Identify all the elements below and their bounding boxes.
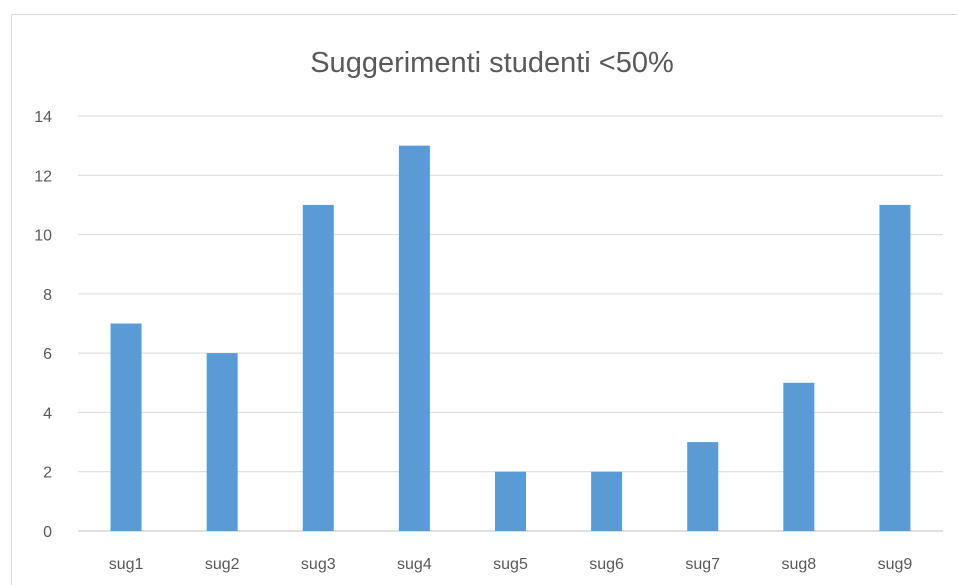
x-tick-label: sug9 <box>878 556 913 573</box>
y-tick-label: 6 <box>43 346 52 363</box>
bar-sug8 <box>783 382 815 531</box>
x-tick-label: sug3 <box>301 556 336 573</box>
x-tick-label: sug7 <box>685 556 720 573</box>
y-tick-label: 0 <box>43 524 52 541</box>
y-axis-ticks: 0 2 4 6 8 10 12 14 <box>34 109 52 541</box>
x-tick-label: sug1 <box>109 556 144 573</box>
bar-sug6 <box>591 471 623 531</box>
bar-sug9 <box>879 204 911 531</box>
y-tick-label: 12 <box>34 168 52 185</box>
y-tick-label: 2 <box>43 465 52 482</box>
x-tick-label: sug8 <box>781 556 816 573</box>
chart-frame <box>11 14 957 585</box>
y-tick-label: 8 <box>43 287 52 304</box>
bars <box>110 145 911 531</box>
y-tick-label: 10 <box>34 228 52 245</box>
y-tick-label: 14 <box>34 109 52 126</box>
x-tick-label: sug4 <box>397 556 432 573</box>
x-tick-label: sug6 <box>589 556 624 573</box>
bar-sug1 <box>110 323 142 531</box>
bar-sug4 <box>398 145 430 531</box>
bar-sug7 <box>687 442 719 531</box>
bar-sug5 <box>495 471 526 531</box>
bar-sug2 <box>206 353 238 531</box>
x-tick-label: sug5 <box>493 556 528 573</box>
y-tick-label: 4 <box>43 405 52 422</box>
x-tick-label: sug2 <box>205 556 240 573</box>
chart-title: Suggerimenti studenti <50% <box>310 47 674 79</box>
bar-sug3 <box>302 204 334 531</box>
x-axis-ticks: sug1 sug2 sug3 sug4 sug5 sug6 sug7 sug8 sug9 <box>109 556 913 573</box>
